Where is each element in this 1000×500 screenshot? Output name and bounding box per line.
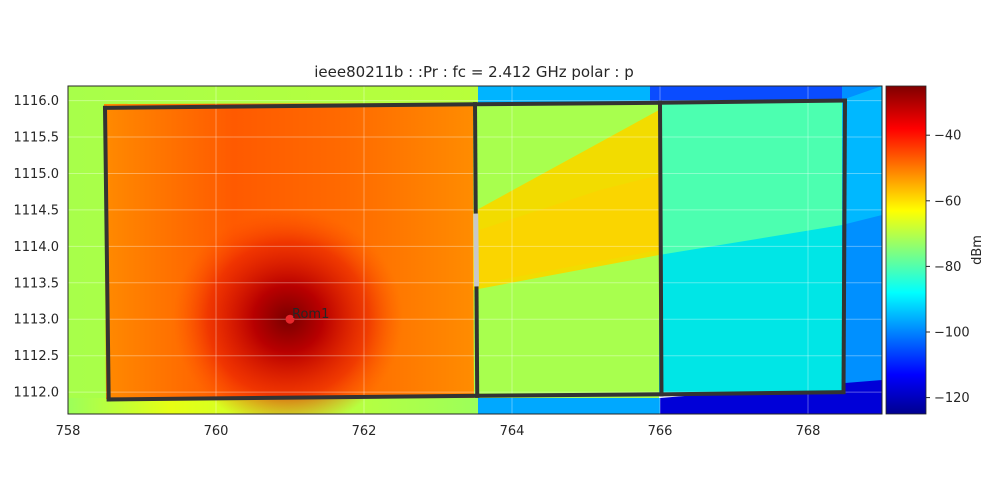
y-tick-label: 1114.5 — [14, 203, 60, 218]
access-point-glow — [173, 209, 403, 414]
wall-segment — [659, 390, 846, 397]
x-tick-label: 758 — [56, 424, 81, 439]
wall-segment — [474, 284, 480, 398]
wall-segment — [106, 393, 480, 402]
y-tick-label: 1112.0 — [14, 386, 60, 401]
outside-region-right-upper — [842, 86, 882, 225]
x-tick-label: 766 — [648, 424, 673, 439]
coverage-field — [68, 86, 882, 414]
y-tick-label: 1113.0 — [14, 313, 60, 328]
y-axis-ticks: 1112.0 1112.5 1113.0 1113.5 1114.0 1114.5 1115… — [14, 94, 60, 401]
plot-frame — [67, 85, 883, 415]
y-tick-label: 1115.5 — [14, 131, 60, 146]
colorbar — [885, 85, 927, 415]
wall-segment — [102, 102, 478, 110]
x-tick-label: 768 — [796, 424, 821, 439]
y-tick-label: 1115.0 — [14, 167, 60, 182]
door-segment — [473, 213, 479, 287]
y-tick-label: 1116.0 — [14, 94, 60, 109]
colorbar-tick-label: −60 — [934, 194, 961, 209]
walls — [102, 98, 848, 402]
access-point-label: Rom1 — [292, 307, 329, 322]
wall-segment — [841, 98, 848, 395]
x-axis-ticks: 758 760 762 764 766 768 — [56, 424, 821, 439]
y-tick-label: 1113.5 — [14, 276, 60, 291]
wall-segment — [475, 392, 664, 398]
x-tick-label: 764 — [500, 424, 525, 439]
colorbar-tick-label: −40 — [934, 129, 961, 144]
y-tick-label: 1112.5 — [14, 349, 60, 364]
colorbar-ticks: −40 −60 −80 −100 −120 — [926, 129, 970, 406]
y-tick-label: 1114.0 — [14, 240, 60, 255]
wall-segment — [657, 100, 664, 397]
wall-segment — [472, 102, 478, 216]
wall-segment — [472, 100, 663, 107]
colorbar-tick-label: −100 — [934, 326, 970, 341]
wall-segment — [102, 105, 111, 402]
x-tick-label: 760 — [204, 424, 229, 439]
wall-segment — [657, 98, 848, 105]
room-middle-beam-core — [473, 175, 659, 285]
access-point: Rom1 — [285, 307, 329, 324]
room-right-upper — [659, 101, 842, 255]
x-tick-label: 762 — [352, 424, 377, 439]
colorbar-tick-label: −80 — [934, 260, 961, 275]
colorbar-tick-label: −120 — [934, 391, 970, 406]
chart-title: ieee80211b : :Pr : fc = 2.412 GHz polar … — [314, 63, 634, 81]
colorbar-label: dBm — [970, 235, 985, 265]
access-point-marker — [285, 314, 295, 324]
